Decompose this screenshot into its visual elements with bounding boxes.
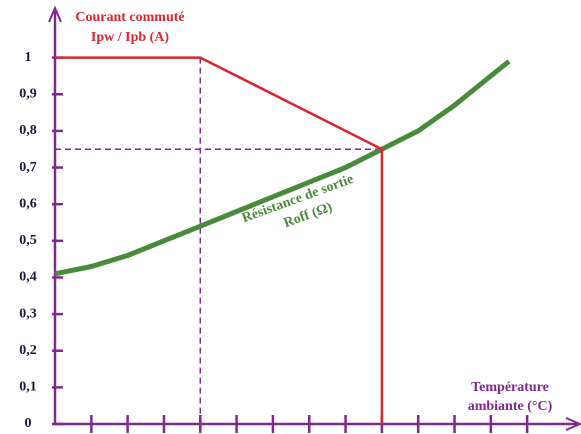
- y-tick-label: 0,2: [19, 343, 37, 358]
- y-tick-label: 0,5: [19, 233, 37, 248]
- data-line: [54, 59, 511, 277]
- x-axis-label: Température: [471, 380, 549, 395]
- y-tick-label: 1: [25, 50, 32, 65]
- y-tick-label: 0,9: [19, 86, 37, 101]
- x-axis-arrow: [565, 417, 581, 431]
- y-tick-label: 0,6: [19, 196, 37, 211]
- y-axis-label: Courant commuté: [75, 10, 184, 25]
- y-tick-label: 0,3: [19, 306, 37, 321]
- y-tick-label: 0,1: [19, 380, 37, 395]
- y-tick-label: 0: [25, 416, 32, 431]
- x-axis-label: ambiante (°C): [468, 399, 553, 414]
- data-line: [55, 56, 384, 424]
- y-tick-label: 0,7: [19, 160, 37, 175]
- y-tick-label: 0,8: [19, 123, 37, 138]
- y-axis-label: Ipw / Ipb (A): [91, 30, 170, 45]
- y-tick-label: 0,4: [19, 270, 37, 285]
- y-axis-arrow: [48, 5, 62, 23]
